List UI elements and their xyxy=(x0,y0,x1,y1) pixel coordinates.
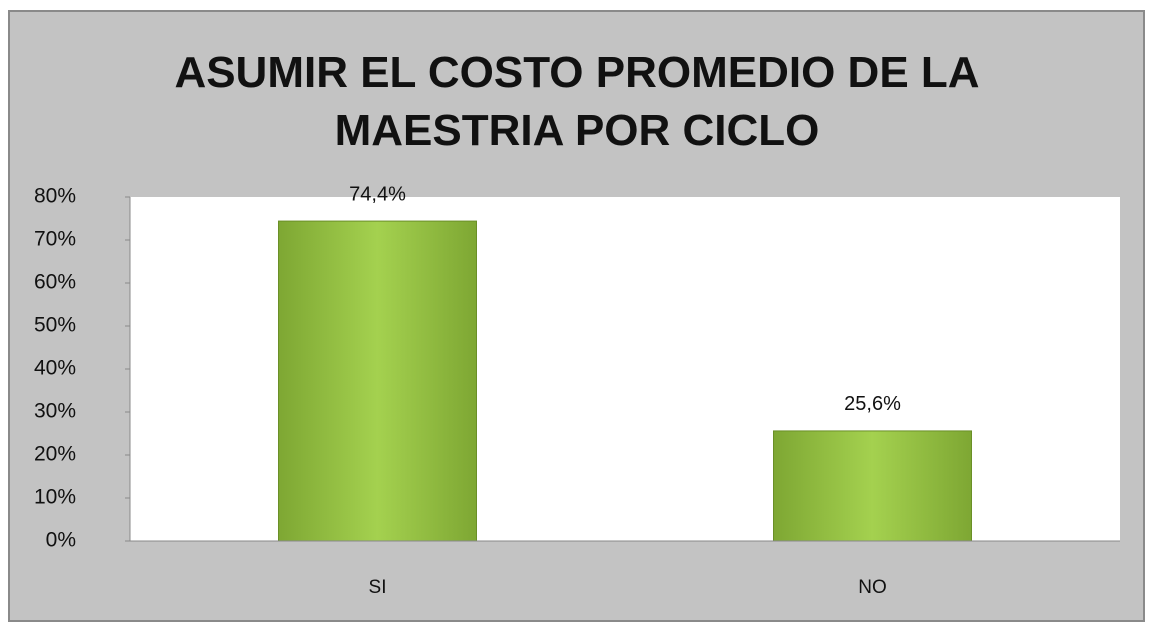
x-tick-label: NO xyxy=(858,577,887,598)
y-tick-label: 40% xyxy=(34,357,76,380)
x-tick-label: SI xyxy=(369,577,387,598)
chart-title: ASUMIR EL COSTO PROMEDIO DE LA MAESTRIA … xyxy=(174,48,980,155)
bar xyxy=(773,430,972,542)
y-tick-label: 60% xyxy=(34,271,76,294)
y-tick-label: 20% xyxy=(34,443,76,466)
y-tick-label: 10% xyxy=(34,486,76,509)
value-label: 25,6% xyxy=(844,393,901,415)
value-label: 74,4% xyxy=(349,183,406,205)
y-tick-label: 80% xyxy=(34,185,76,208)
bar xyxy=(278,220,477,542)
y-tick-label: 0% xyxy=(46,529,76,552)
y-tick-label: 30% xyxy=(34,400,76,423)
y-tick-label: 50% xyxy=(34,314,76,337)
y-tick-label: 70% xyxy=(34,228,76,251)
